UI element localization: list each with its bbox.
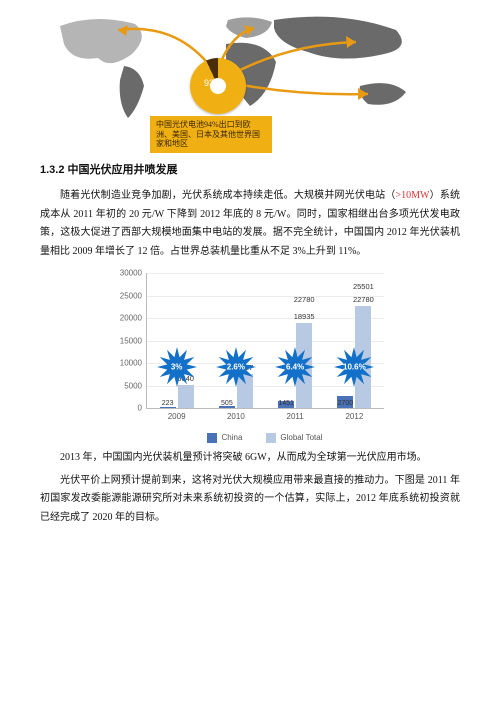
pct-label: 2.6% — [227, 363, 245, 372]
section-heading: 1.3.2 中国光伏应用井喷发展 — [40, 161, 460, 177]
legend-china: China — [207, 433, 242, 443]
legend-china-label: China — [221, 433, 242, 442]
bar-value-china: 2700 — [331, 400, 359, 407]
bar-value-global-2: 18935 — [290, 312, 318, 321]
chart-legend: China Global Total — [146, 433, 384, 443]
legend-global-label: Global Total — [280, 433, 322, 442]
legend-global: Global Total — [266, 433, 322, 443]
y-tick: 10000 — [110, 359, 142, 368]
pct-starburst: 3% — [156, 346, 198, 388]
bar-value-china: 1451 — [272, 400, 300, 407]
y-tick: 5000 — [110, 381, 142, 390]
bar-value-china: 223 — [154, 400, 182, 407]
paragraph-1: 随着光伏制造业竞争加剧，光伏系统成本持续走低。大规模并网光伏电站（>10MW）系… — [40, 187, 460, 261]
y-tick: 0 — [110, 404, 142, 413]
p1-span-a: 随着光伏制造业竞争加剧，光伏系统成本持续走低。大规模并网光伏电站（ — [60, 190, 396, 201]
y-tick: 15000 — [110, 336, 142, 345]
pie-value-label: 93 — [204, 78, 214, 88]
pct-starburst: 2.6% — [215, 346, 257, 388]
x-tick: 2012 — [332, 412, 376, 421]
paragraph-2: 2013 年，中国国内光伏装机量预计将突破 6GW，从而成为全球第一光伏应用市场… — [40, 449, 460, 468]
bar-value-global: 22780 — [290, 295, 318, 304]
map-callout: 中国光伏电池94%出口到欧洲、美国、日本及其他世界国家和地区 — [150, 116, 272, 153]
pct-label: 3% — [171, 363, 183, 372]
world-map-figure: 93 中国光伏电池94%出口到欧洲、美国、日本及其他世界国家和地区 — [40, 8, 460, 153]
paragraph-3: 光伏平价上网预计提前到来，这将对光伏大规模应用带来最直接的推动力。下图是 201… — [40, 472, 460, 528]
asia-shape — [274, 17, 402, 59]
p1-highlight: >10MW — [396, 190, 430, 201]
bar-value-china: 505 — [213, 400, 241, 407]
bar-china — [160, 407, 176, 408]
y-tick: 30000 — [110, 269, 142, 278]
pct-starburst: 6.4% — [274, 346, 316, 388]
pv-install-chart: 504020093%223752720102.6%505227801893520… — [110, 265, 390, 445]
y-tick: 25000 — [110, 291, 142, 300]
x-tick: 2011 — [273, 412, 317, 421]
pct-label: 6.4% — [286, 363, 304, 372]
pct-starburst: 10.6% — [333, 346, 375, 388]
x-tick: 2009 — [155, 412, 199, 421]
bar-value-global-2: 22780 — [349, 295, 377, 304]
north-america-shape — [60, 19, 142, 63]
pct-label: 10.6% — [343, 363, 366, 372]
bar-value-global: 25501 — [349, 282, 377, 291]
south-america-shape — [120, 66, 144, 118]
x-tick: 2010 — [214, 412, 258, 421]
y-tick: 20000 — [110, 314, 142, 323]
export-share-pie — [190, 58, 246, 114]
